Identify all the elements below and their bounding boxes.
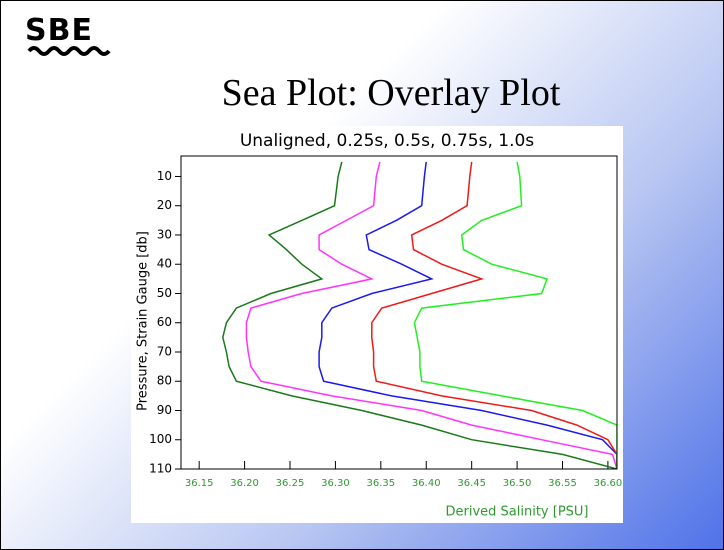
y-tick-label: 70 — [157, 344, 172, 358]
chart-title: Unaligned, 0.25s, 0.5s, 0.75s, 1.0s — [240, 131, 534, 151]
x-tick-label: 36.40 — [412, 478, 441, 489]
slide-title: Sea Plot: Overlay Plot — [221, 72, 561, 114]
y-tick-label: 30 — [157, 227, 172, 241]
y-tick-label: 90 — [157, 403, 172, 417]
x-axis-label: Derived Salinity [PSU] — [445, 505, 588, 520]
x-tick-label: 36.15 — [185, 478, 214, 489]
y-tick-label: 50 — [157, 286, 172, 300]
y-axis-label: Pressure, Strain Gauge [db] — [136, 231, 151, 411]
logo: SBE — [25, 13, 93, 48]
series-line — [222, 161, 617, 469]
y-tick-label: 40 — [157, 257, 172, 271]
series-line — [245, 161, 617, 469]
chart-background — [131, 126, 623, 523]
x-tick-label: 36.55 — [548, 478, 577, 489]
y-tick-label: 60 — [157, 315, 172, 329]
x-tick-label: 36.60 — [594, 478, 623, 489]
y-tick-label: 80 — [157, 374, 172, 388]
series-line — [371, 161, 617, 469]
plot-frame — [180, 155, 618, 470]
x-tick-label: 36.45 — [457, 478, 486, 489]
series-line — [413, 161, 617, 469]
y-tick-label: 10 — [157, 169, 172, 183]
plot-area — [222, 161, 617, 469]
x-tick-label: 36.20 — [230, 478, 259, 489]
x-tick-label: 36.35 — [367, 478, 396, 489]
y-tick-label: 100 — [149, 432, 172, 446]
series-line — [318, 161, 617, 469]
chart: Unaligned, 0.25s, 0.5s, 0.75s, 1.0s Deri… — [131, 126, 623, 523]
y-tick-label: 20 — [157, 198, 172, 212]
logo-wave — [27, 46, 111, 56]
y-tick-label: 110 — [149, 462, 172, 476]
x-tick-label: 36.30 — [321, 478, 350, 489]
x-tick-label: 36.25 — [276, 478, 305, 489]
x-tick-label: 36.50 — [503, 478, 532, 489]
